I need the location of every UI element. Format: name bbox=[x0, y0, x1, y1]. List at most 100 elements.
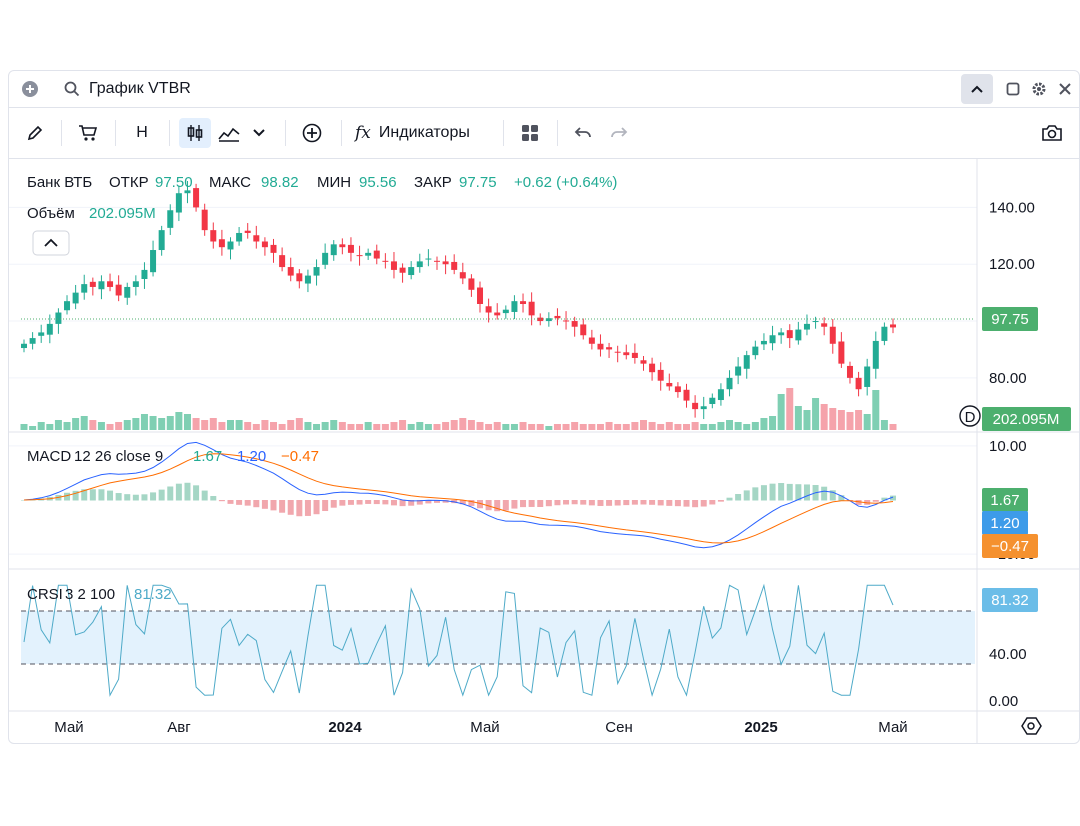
macd-histogram-bar bbox=[545, 500, 552, 507]
macd-histogram-bar bbox=[726, 497, 733, 501]
macd-histogram-bar bbox=[356, 500, 363, 505]
volume-badge-text: 202.095M bbox=[993, 411, 1060, 428]
candle-body bbox=[597, 343, 604, 350]
macd-histogram-bar bbox=[313, 500, 320, 515]
volume-bar bbox=[493, 422, 501, 430]
candle-body bbox=[373, 250, 380, 259]
volume-bar bbox=[89, 420, 97, 430]
candle-body bbox=[528, 301, 535, 316]
macd-histogram-bar bbox=[115, 493, 122, 501]
macd-histogram-bar bbox=[468, 500, 475, 506]
square-icon[interactable] bbox=[1003, 74, 1023, 104]
macd-histogram-bar bbox=[193, 485, 200, 501]
time-tick-label: 2025 bbox=[744, 719, 777, 736]
plus-circle-icon[interactable] bbox=[17, 74, 43, 104]
macd-histogram-bar bbox=[98, 489, 105, 501]
camera-icon[interactable] bbox=[1039, 118, 1065, 148]
close-icon[interactable] bbox=[1055, 74, 1075, 104]
volume-bar bbox=[717, 422, 725, 430]
volume-bar bbox=[295, 418, 303, 430]
volume-bar bbox=[399, 420, 407, 430]
macd-histogram-bar bbox=[692, 500, 699, 508]
macd-histogram-bar bbox=[141, 494, 148, 501]
macd-histogram-bar bbox=[382, 500, 389, 505]
chevron-down-icon[interactable] bbox=[247, 118, 271, 148]
price-tick-label: 140.00 bbox=[989, 199, 1035, 216]
volume-bar bbox=[201, 420, 209, 430]
macd-histogram-bar bbox=[743, 490, 750, 501]
candle-body bbox=[304, 275, 311, 284]
macd-histogram-bar bbox=[606, 500, 613, 506]
macd-histogram-bar bbox=[623, 500, 630, 506]
macd-histogram-bar bbox=[304, 500, 311, 516]
candle-body bbox=[81, 284, 88, 293]
macd-histogram-bar bbox=[89, 489, 96, 501]
candle-body bbox=[253, 235, 260, 242]
chart-title[interactable]: График VTBR bbox=[89, 74, 191, 104]
cart-icon[interactable] bbox=[75, 118, 101, 148]
legend-collapse-button[interactable] bbox=[32, 230, 70, 256]
candle-body bbox=[803, 323, 810, 330]
candle-body bbox=[726, 377, 733, 390]
compare-plus-icon[interactable] bbox=[299, 118, 325, 148]
area-chart-icon[interactable] bbox=[215, 118, 243, 148]
candle-body bbox=[786, 330, 793, 339]
price-badge: 97.75 bbox=[982, 307, 1038, 331]
crsi-value: 81.32 bbox=[134, 586, 172, 603]
candle-body bbox=[571, 321, 578, 327]
macd-badge-text: 1.67 bbox=[990, 492, 1019, 509]
candle-body bbox=[520, 301, 527, 304]
macd-histogram-bar bbox=[184, 482, 191, 501]
legend-change: +0.62 (+0.64%) bbox=[514, 174, 617, 191]
macd-hist-value: −0.47 bbox=[281, 448, 319, 465]
interval-button[interactable]: Н bbox=[136, 124, 148, 141]
candle-body bbox=[55, 312, 62, 324]
volume-bar bbox=[330, 420, 338, 430]
undo-icon[interactable] bbox=[571, 118, 595, 148]
volume-bar bbox=[872, 390, 880, 430]
time-tick-label: Май bbox=[878, 719, 907, 736]
candle-body bbox=[132, 281, 139, 287]
macd-histogram-bar bbox=[107, 490, 114, 501]
pencil-icon[interactable] bbox=[23, 118, 47, 148]
candles bbox=[21, 180, 896, 420]
macd-line bbox=[23, 441, 894, 549]
volume-badge: 202.095M bbox=[982, 407, 1071, 431]
grid-icon[interactable] bbox=[517, 118, 543, 148]
indicators-button[interactable]: fx Индикаторы bbox=[355, 118, 470, 148]
macd-histogram-bar bbox=[554, 500, 561, 506]
candle-body bbox=[580, 324, 587, 336]
candle-body bbox=[631, 352, 638, 358]
volume-bar bbox=[880, 420, 888, 430]
macd-histogram-bar bbox=[485, 500, 492, 511]
candle-body bbox=[864, 366, 871, 387]
candle-body bbox=[339, 244, 346, 248]
chart-canvas[interactable]: Банк ВТБ ОТКР 97.50 МАКС 98.82 МИН 95.56… bbox=[9, 159, 1079, 743]
macd-histogram-bar bbox=[528, 500, 535, 507]
redo-icon[interactable] bbox=[607, 118, 631, 148]
macd-histogram-bar bbox=[373, 500, 380, 505]
volume-bar bbox=[218, 422, 226, 430]
volume-bar bbox=[846, 412, 854, 430]
macd-histogram-bar bbox=[709, 500, 716, 505]
macd-histogram-bar bbox=[425, 500, 432, 504]
volume-bar bbox=[54, 420, 62, 430]
candle-body bbox=[107, 281, 114, 287]
candle-body bbox=[649, 363, 656, 373]
separator bbox=[285, 120, 286, 146]
chevron-up-icon[interactable] bbox=[961, 74, 993, 104]
axis-settings-button[interactable] bbox=[1021, 717, 1042, 735]
volume-bar bbox=[528, 424, 536, 430]
candles-icon[interactable] bbox=[179, 118, 211, 148]
d-marker-text: D bbox=[965, 409, 976, 426]
search-icon[interactable] bbox=[61, 74, 83, 104]
macd-histogram-bar bbox=[330, 500, 337, 508]
candle-body bbox=[709, 397, 716, 404]
candle-body bbox=[115, 284, 122, 296]
candle-body bbox=[459, 272, 466, 279]
gear-icon[interactable] bbox=[1029, 74, 1049, 104]
macd-histogram-bar bbox=[717, 500, 724, 502]
candle-body bbox=[261, 241, 268, 248]
volume-bar bbox=[786, 388, 794, 430]
volume-bar bbox=[278, 424, 286, 430]
